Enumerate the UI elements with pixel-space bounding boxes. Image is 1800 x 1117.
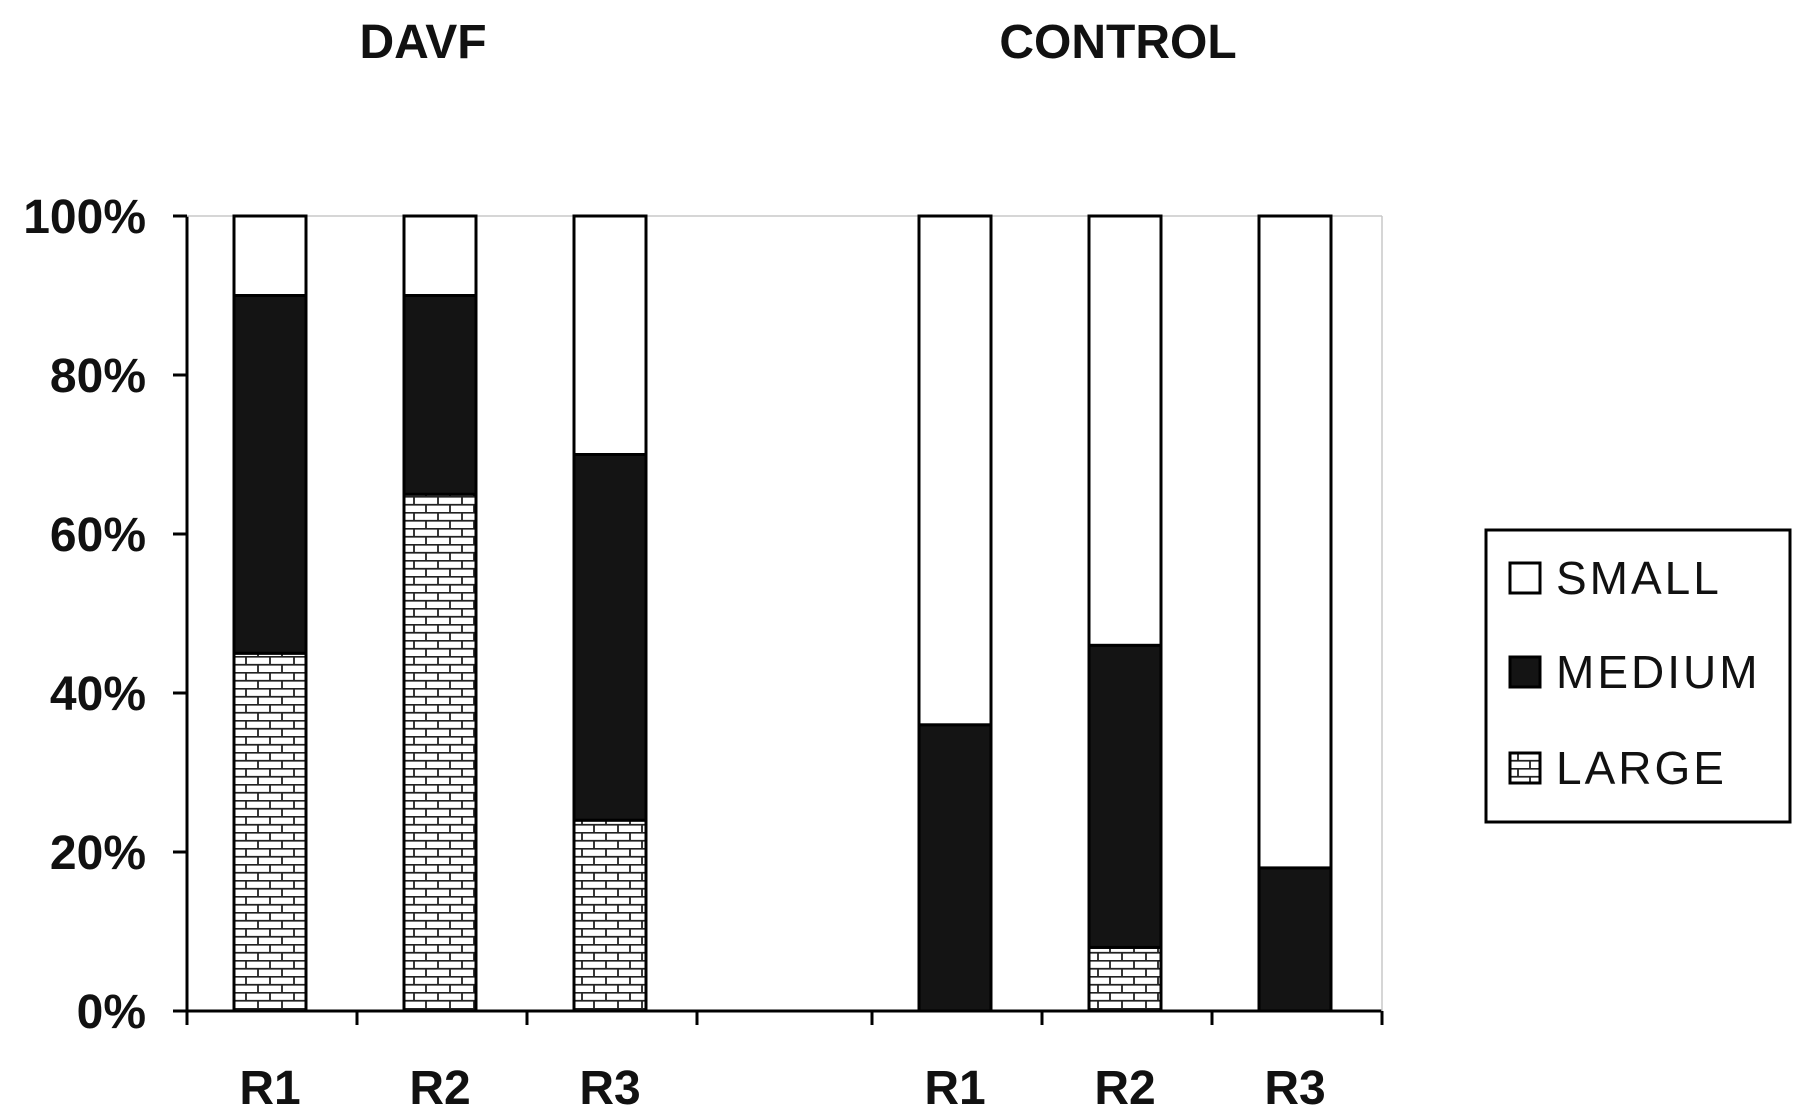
bar-segment-davf-r1-large	[232, 651, 308, 1013]
legend-swatch-small	[1508, 561, 1542, 595]
x-category-label: R1	[239, 1062, 300, 1112]
legend-label-small: SMALL	[1556, 552, 1722, 604]
x-category-label: R2	[409, 1062, 470, 1112]
bar-segment-control-r1-medium	[917, 723, 993, 1013]
y-tick-label: 60%	[50, 509, 146, 562]
legend-label-medium: MEDIUM	[1556, 646, 1761, 698]
bar-segment-davf-r2-medium	[402, 294, 478, 496]
legend-swatch-large	[1508, 751, 1542, 785]
legend-label-large: LARGE	[1556, 742, 1727, 794]
group-title-davf: DAVF	[359, 16, 486, 69]
bar-segment-control-r2-large	[1087, 945, 1163, 1013]
bar-segment-control-r2-medium	[1087, 643, 1163, 949]
bar-segment-davf-r1-small	[232, 214, 308, 297]
bar-segment-control-r3-small	[1257, 214, 1333, 870]
y-tick-label: 100%	[23, 191, 146, 244]
x-category-label: R2	[1094, 1062, 1155, 1112]
x-category-label: R3	[1264, 1062, 1325, 1112]
y-tick-label: 20%	[50, 827, 146, 880]
y-tick-label: 40%	[50, 668, 146, 721]
y-tick-label: 0%	[77, 986, 146, 1039]
bar-segment-control-r1-small	[917, 214, 993, 727]
bar-segment-davf-r3-large	[572, 818, 648, 1013]
legend-swatch-medium	[1508, 655, 1542, 689]
x-category-label: R3	[579, 1062, 640, 1112]
bar-segment-davf-r3-small	[572, 214, 648, 456]
bar-segment-davf-r2-large	[402, 492, 478, 1013]
bar-segment-davf-r1-medium	[232, 294, 308, 655]
bar-segment-control-r2-small	[1087, 214, 1163, 647]
y-tick-label: 80%	[50, 350, 146, 403]
group-title-control: CONTROL	[999, 16, 1236, 69]
bar-segment-davf-r2-small	[402, 214, 478, 297]
bar-segment-control-r3-medium	[1257, 866, 1333, 1013]
bar-segment-davf-r3-medium	[572, 453, 648, 822]
x-category-label: R1	[924, 1062, 985, 1112]
